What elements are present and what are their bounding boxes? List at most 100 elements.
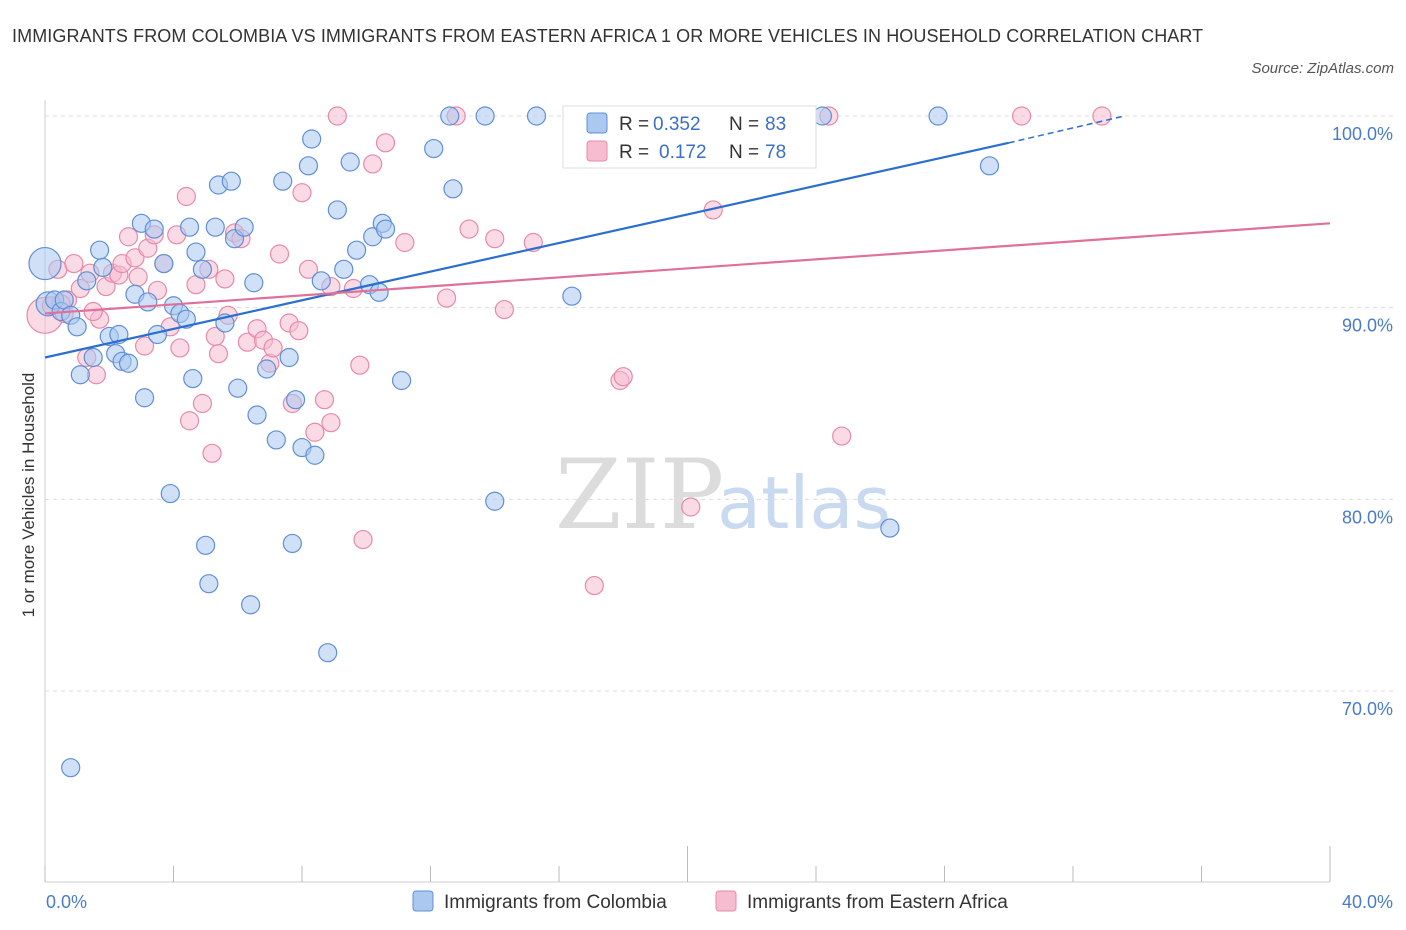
colombia-point: [391, 370, 412, 391]
colombia-point: [880, 518, 900, 538]
africa-n-label: N =: [729, 142, 759, 163]
legend-colombia-label: Immigrants from Colombia: [444, 892, 667, 913]
colombia-point: [475, 106, 495, 126]
colombia-point: [118, 353, 139, 373]
colombia-point: [485, 491, 505, 511]
africa-point: [363, 154, 383, 174]
colombia-point: [199, 574, 219, 594]
africa-point: [314, 390, 335, 410]
watermark-zip: ZIP: [555, 439, 724, 551]
africa-point: [1092, 106, 1112, 126]
africa-point: [305, 422, 325, 442]
colombia-point: [282, 533, 302, 554]
africa-trend-line: [44, 222, 1331, 315]
africa-point: [134, 336, 155, 356]
africa-point: [263, 338, 283, 358]
africa-point: [215, 269, 235, 289]
colombia-point: [241, 595, 261, 615]
source-credit: Source: ZipAtlas.com: [1251, 60, 1394, 77]
africa-point: [269, 244, 290, 264]
colombia-point: [196, 535, 216, 555]
colombia-point: [77, 271, 97, 291]
colombia-point: [154, 253, 174, 274]
colombia-point: [144, 219, 164, 239]
x-tick-min: 0.0%: [46, 892, 87, 912]
colombia-point: [340, 152, 360, 172]
africa-r-label: R =: [619, 142, 649, 163]
colombia-point: [134, 388, 155, 408]
colombia-point: [424, 138, 444, 159]
africa-point: [179, 411, 200, 431]
x-tick-max: 40.0%: [1342, 892, 1393, 912]
legend-colombia-swatch: [412, 890, 434, 912]
africa-point: [118, 227, 139, 247]
y-axis-label: 1 or more Vehicles in Household: [19, 373, 38, 618]
africa-point: [436, 288, 457, 308]
africa-point: [1011, 106, 1032, 126]
colombia-point: [526, 106, 547, 126]
colombia-point: [279, 347, 299, 368]
colombia-point: [302, 129, 322, 149]
africa-point: [208, 344, 229, 364]
colombia-n-label: N =: [729, 114, 759, 135]
colombia-point: [257, 359, 277, 379]
colombia-n-value: 83: [765, 114, 786, 135]
chart-title: IMMIGRANTS FROM COLOMBIA VS IMMIGRANTS F…: [12, 26, 1204, 46]
y-tick-label-90: 90.0%: [1342, 316, 1393, 336]
africa-point: [86, 365, 107, 385]
colombia-point: [285, 390, 306, 410]
y-tick-label-70: 70.0%: [1342, 699, 1393, 719]
colombia-point: [979, 156, 1000, 176]
colombia-point: [318, 643, 338, 663]
colombia-point: [186, 242, 206, 262]
africa-point: [327, 106, 347, 126]
africa-point: [613, 367, 633, 387]
colombia-point: [176, 309, 196, 329]
colombia-point: [298, 156, 319, 176]
colombia-point: [311, 271, 331, 291]
africa-point: [584, 575, 604, 596]
legend-africa-label: Immigrants from Eastern Africa: [747, 892, 1008, 913]
africa-point: [298, 259, 319, 279]
africa-point: [321, 413, 341, 433]
africa-point: [459, 219, 479, 239]
africa-point: [128, 267, 148, 287]
africa-point: [485, 229, 505, 249]
colombia-point: [440, 106, 460, 126]
colombia-points: [28, 106, 1000, 778]
colombia-point: [228, 378, 248, 398]
colombia-point: [221, 171, 241, 191]
y-tick-label-80: 80.0%: [1342, 507, 1393, 527]
colombia-point: [67, 317, 87, 337]
colombia-point: [273, 171, 293, 191]
colombia-point: [327, 200, 347, 220]
africa-point: [289, 321, 309, 341]
colombia-point: [928, 106, 948, 126]
colombia-point: [90, 240, 110, 260]
colombia-r-label: R =: [619, 114, 649, 135]
africa-point: [64, 253, 84, 274]
colombia-point: [305, 445, 325, 465]
africa-point: [350, 355, 370, 375]
africa-r-value: 0.172: [659, 142, 707, 163]
colombia-point: [83, 347, 103, 368]
colombia-point: [70, 365, 90, 385]
colombia-point: [247, 405, 267, 425]
y-tick-labels: 100.0% 90.0% 80.0% 70.0%: [1332, 124, 1393, 719]
africa-legend-swatch: [586, 140, 608, 162]
series-legend: Immigrants from Colombia Immigrants from…: [412, 890, 1008, 913]
colombia-point: [266, 430, 286, 450]
colombia-point: [244, 273, 264, 293]
stats-legend: R = 0.352 N = 83 R = 0.172 N = 78: [562, 105, 817, 169]
colombia-point: [205, 217, 225, 237]
colombia-legend-swatch: [586, 112, 608, 134]
africa-point: [395, 232, 415, 253]
colombia-r-value: 0.352: [653, 114, 701, 135]
watermark-atlas: atlas: [717, 461, 891, 545]
colombia-point: [375, 219, 396, 239]
colombia-point: [562, 286, 582, 306]
africa-point: [292, 183, 312, 203]
africa-point: [176, 186, 196, 207]
colombia-point: [179, 217, 200, 237]
